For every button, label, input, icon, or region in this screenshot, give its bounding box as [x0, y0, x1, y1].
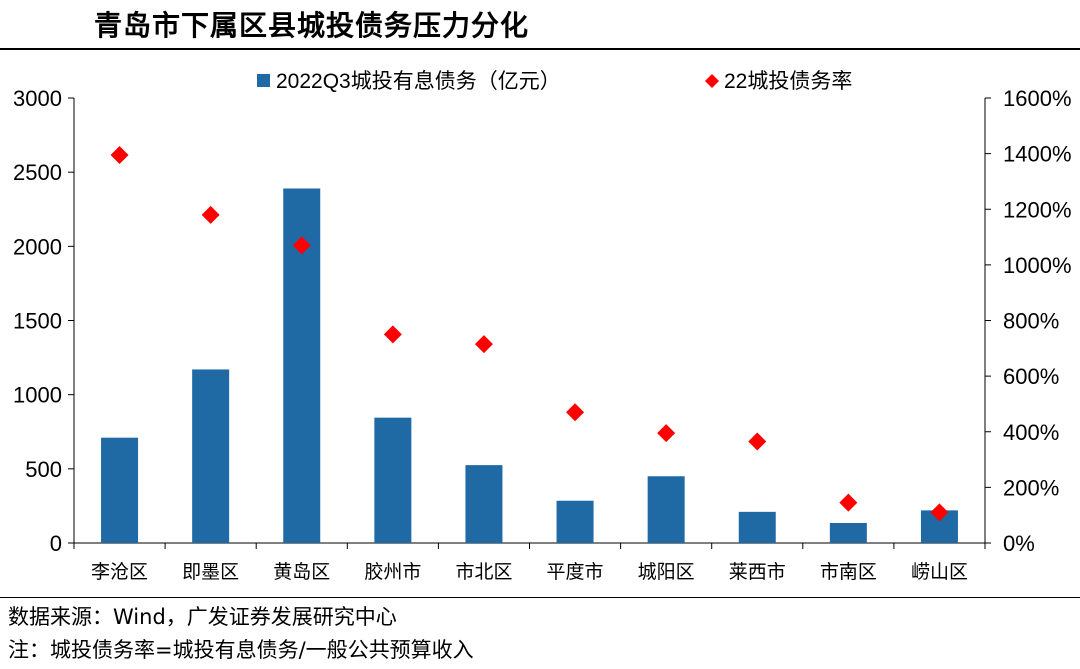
marker-point — [383, 325, 402, 344]
category-labels: 李沧区 即墨区 黄岛区 胶州市 市北区 平度市 城阳区 莱西市 市南区 崂山区 — [91, 561, 968, 583]
bar — [647, 476, 685, 543]
footer-divider — [0, 597, 1080, 598]
x-tick-label: 莱西市 — [729, 561, 786, 583]
x-tick-label: 平度市 — [547, 561, 604, 583]
y-left-tick-label: 3000 — [13, 86, 62, 111]
title-divider — [0, 48, 1080, 50]
marker-point — [930, 503, 949, 522]
x-tick-label: 胶州市 — [364, 561, 421, 583]
y-left-tick-label: 1000 — [13, 383, 62, 408]
x-tick-label: 即墨区 — [182, 561, 239, 583]
bar — [465, 465, 503, 543]
bar — [374, 417, 412, 543]
x-tick-label: 城阳区 — [638, 561, 695, 583]
y-left-tick-label: 2000 — [13, 234, 62, 259]
bar — [192, 369, 230, 543]
y-left-tick-label: 1500 — [13, 309, 62, 334]
legend-swatch-bar — [257, 74, 270, 87]
x-tick-label: 崂山区 — [911, 561, 968, 583]
y-right-tick-label: 1400% — [1003, 142, 1072, 167]
chart: 2022Q3城投有息债务（亿元） 22城投债务率 0 500 1000 1500 2000… — [13, 70, 1071, 583]
legend-label-bar: 2022Q3城投有息债务（亿元） — [276, 70, 561, 93]
y-left-tick-label: 0 — [50, 531, 62, 556]
legend: 2022Q3城投有息债务（亿元） 22城投债务率 — [257, 70, 852, 93]
marker-point — [110, 146, 129, 165]
y-right-tick-label: 400% — [1003, 420, 1059, 445]
y-right-tick-label: 0% — [1003, 531, 1035, 556]
marker-point — [748, 432, 767, 451]
y-left-tick-label: 500 — [25, 457, 62, 482]
marker-point — [566, 403, 585, 422]
bar — [738, 511, 776, 543]
marker-point — [292, 236, 311, 255]
marker-point — [474, 335, 493, 354]
x-tick-label: 黄岛区 — [273, 561, 330, 583]
y-right-tick-label: 600% — [1003, 364, 1059, 389]
bar — [829, 522, 867, 543]
source-note: 数据来源：Wind，广发证券发展研究中心 — [8, 605, 397, 629]
y-right-tick-label: 1000% — [1003, 253, 1072, 278]
x-tick-label: 李沧区 — [91, 561, 148, 583]
y-right-tick-label: 1600% — [1003, 86, 1072, 111]
y-right-tick-label: 1200% — [1003, 197, 1072, 222]
marker-point — [657, 424, 676, 443]
bar — [556, 500, 594, 543]
formula-note: 注：城投债务率=城投有息债务/一般公共预算收入 — [8, 638, 474, 662]
x-tick-label: 市北区 — [455, 561, 512, 583]
bar-series — [101, 188, 958, 543]
marker-series — [110, 146, 949, 522]
chart-title: 青岛市下属区县城投债务压力分化 — [94, 9, 530, 42]
x-tick-label: 市南区 — [820, 561, 877, 583]
marker-point — [201, 205, 220, 224]
legend-label-marker: 22城投债务率 — [724, 70, 852, 93]
axes: 0 500 1000 1500 2000 2500 3000 0% 200% 400% 600% 80… — [13, 86, 1071, 556]
bar — [101, 437, 139, 543]
y-right-tick-label: 800% — [1003, 309, 1059, 334]
marker-point — [839, 493, 858, 512]
y-left-tick-label: 2500 — [13, 160, 62, 185]
y-right-tick-label: 200% — [1003, 475, 1059, 500]
legend-swatch-marker — [705, 74, 719, 88]
